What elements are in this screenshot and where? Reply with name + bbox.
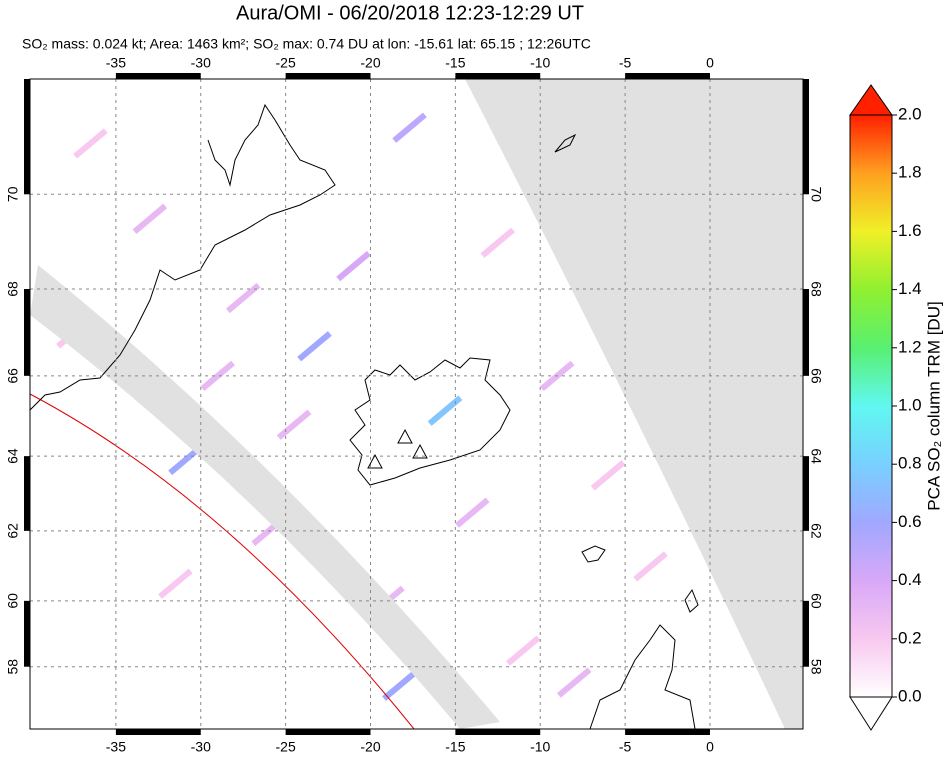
colorbar-tick-label: 0.2 [898,628,922,647]
so2-pixel [506,635,541,666]
graticule [30,79,803,729]
y-tick-label-right: 64 [808,448,824,464]
frame-bar [24,456,30,531]
coastline-jan-mayen [554,133,577,153]
so2-pixel [158,568,193,599]
y-tick-label-right: 66 [808,368,824,384]
x-tick-label-top: 0 [706,55,714,71]
x-tick-label-top: -5 [619,55,632,71]
colorbar-tick-label: 0.6 [898,512,922,531]
frame-bar [803,288,809,376]
colorbar-tick-label: 1.8 [898,163,922,182]
colorbar-tick-label: 0.8 [898,454,922,473]
so2-pixel [225,282,261,314]
so2-pixel [297,331,332,362]
colorbar: PCA SO₂ column TRM [DU] 0.0 0.2 0.4 0.6 0.8 1… [849,84,943,731]
so2-pixel [392,112,427,143]
frame-bar [24,79,30,195]
so2-pixel [633,551,668,582]
coastline-greenland [30,103,336,411]
frame-bar [115,73,201,79]
x-tick-label-bottom: -20 [360,739,380,755]
y-tick-label-right: 60 [808,593,824,609]
colorbar-tick-label: 0.0 [898,686,922,705]
map-frame [24,73,809,735]
coastline-iceland [349,357,511,486]
colorbar-tick-label: 1.4 [898,279,922,298]
y-tick-label-left: 66 [5,368,21,384]
coastline-scotland [589,624,696,729]
y-tick-label-left: 70 [5,186,21,202]
frame-bar [625,729,710,735]
y-tick-label-right: 62 [808,523,824,539]
colorbar-min-arrow [849,696,893,731]
y-tick-label-right: 68 [808,281,824,297]
x-tick-label-bottom: -10 [530,739,550,755]
y-tick-label-right: 70 [808,187,824,203]
colorbar-gradient [849,114,893,698]
no-data-region [465,79,803,729]
y-tick-label-left: 60 [5,593,21,609]
title: Aura/OMI - 06/20/2018 12:23-12:29 UT [236,2,584,24]
frame-bar [115,729,201,735]
x-tick-label-top: -35 [106,55,126,71]
no-data-swath-gap [30,265,500,729]
so2-pixel [590,460,626,491]
x-tick-label-bottom: 0 [706,739,714,755]
y-tick-label-left: 68 [5,281,21,297]
so2-pixel [276,409,312,440]
frame-bar [803,456,809,531]
frame-bar [24,288,30,376]
so2-pixel [556,667,592,698]
subtitle: SO₂ mass: 0.024 kt; Area: 1463 km²; SO₂ … [22,36,591,52]
volcano-markers [367,428,428,469]
x-tick-label-top: -25 [276,55,296,71]
x-tick-label-bottom: -15 [445,739,465,755]
x-tick-label-bottom: -30 [191,739,211,755]
frame-bar [455,729,541,735]
orbit-edge [30,393,415,729]
colorbar-tick-label: 1.6 [898,221,922,240]
colorbar-tick-label: 1.2 [898,337,922,356]
y-tick-label-left: 62 [5,523,21,539]
so2-pixel [73,128,108,159]
colorbar-max-arrow [849,84,893,116]
frame-bar [803,79,809,195]
frame-bar [285,73,371,79]
frame-bar [285,729,371,735]
so2-pixel [382,670,417,701]
frame-border [29,78,804,730]
frame-bar [625,73,710,79]
x-tick-label-top: -30 [191,55,211,71]
colorbar-tick-label: 2.0 [898,104,922,123]
colorbar-tick-label: 0.4 [898,570,922,589]
so2-pixel [200,360,235,392]
x-tick-label-bottom: -5 [619,739,632,755]
so2-pixel [132,203,168,234]
map-area [30,79,803,729]
colorbar-label: PCA SO₂ column TRM [DU] [924,301,943,510]
colorbar-tick-label: 1.0 [898,395,922,414]
x-tick-label-top: -15 [445,55,465,71]
so2-pixel [427,395,463,426]
x-tick-label-bottom: -35 [106,739,126,755]
so2-pixel [336,250,371,282]
frame-bar [24,600,30,667]
y-tick-label-right: 58 [808,659,824,675]
coastline-shetland [684,588,699,613]
frame-bar [455,73,541,79]
coastline-faroe [581,545,606,563]
frame-bar [803,600,809,667]
y-tick-label-left: 64 [5,448,21,464]
so2-pixel [455,497,490,528]
x-tick-label-top: -10 [530,55,550,71]
y-tick-label-left: 58 [5,659,21,675]
x-tick-label-bottom: -25 [276,739,296,755]
x-tick-label-top: -20 [360,55,380,71]
so2-pixel [480,227,516,258]
so2-pixel [168,444,203,476]
